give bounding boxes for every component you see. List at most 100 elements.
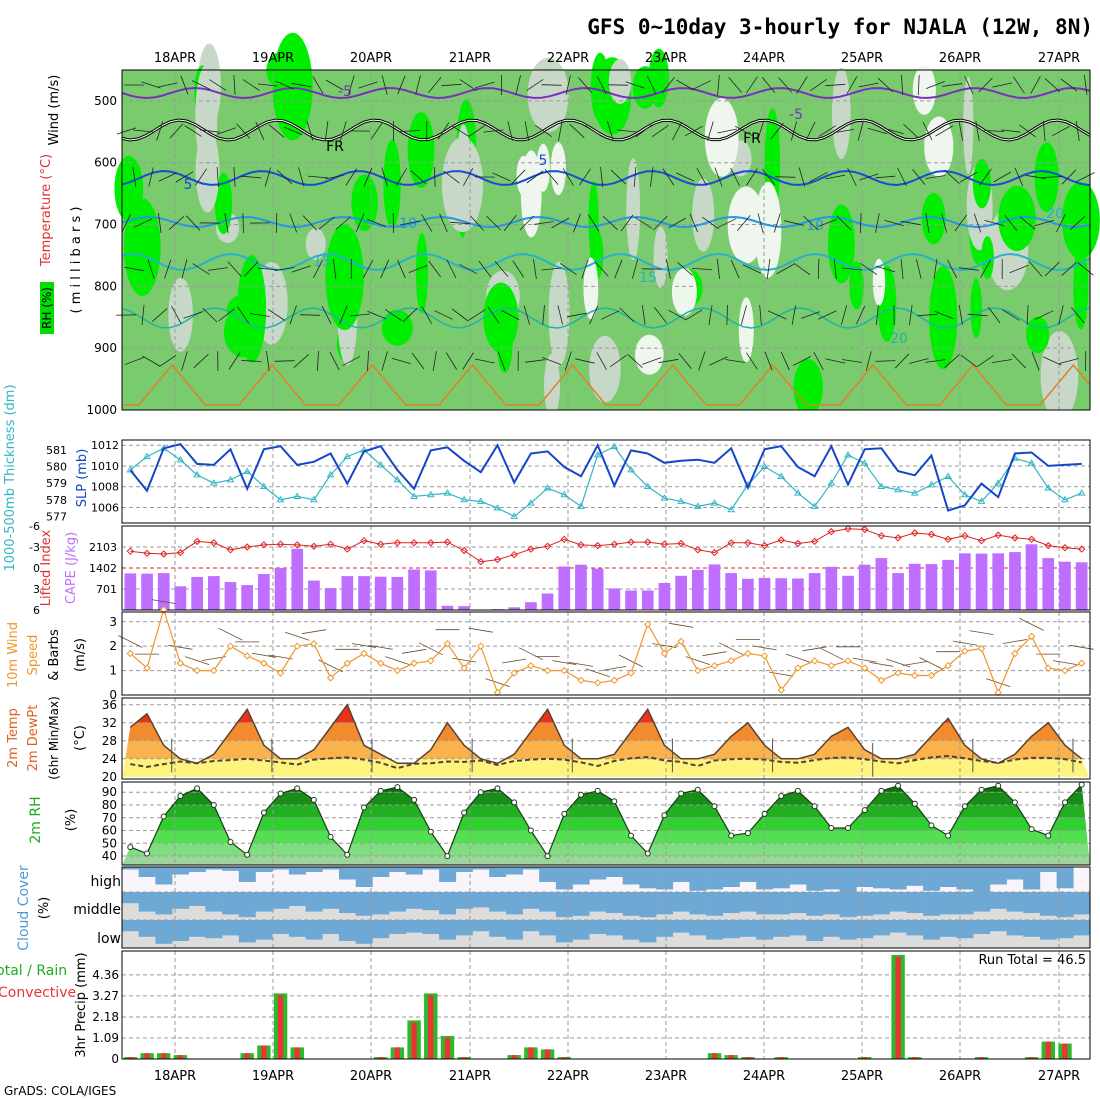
wind-barb <box>647 75 657 95</box>
wind-barb <box>191 80 211 90</box>
wind-barb <box>1075 121 1080 141</box>
temp-band <box>122 704 1090 723</box>
wind-barb <box>148 167 154 187</box>
wind-barb-10m <box>251 652 276 658</box>
wind-barb <box>746 168 758 186</box>
cloud-bar <box>188 892 206 906</box>
precip-tick-label: 0 <box>111 1052 119 1066</box>
wind-barb <box>894 353 910 369</box>
cloud-bar <box>439 867 457 882</box>
wind-barb <box>778 77 793 93</box>
cloud-bar <box>555 920 573 943</box>
cloud-bar <box>1023 920 1041 937</box>
wind10m-point <box>660 649 669 658</box>
wind-barb <box>594 261 609 277</box>
precip-conv-bar <box>378 1057 384 1059</box>
wind-barb-10m <box>1019 618 1044 631</box>
li-point <box>760 541 769 550</box>
wind-barb <box>533 221 554 225</box>
thickness-point <box>760 462 769 470</box>
wind-barb <box>1044 78 1060 92</box>
wind-barb <box>585 125 603 137</box>
precip-conv-bar <box>411 1022 417 1059</box>
wind-barb-10m <box>652 643 677 648</box>
cloud-bar <box>923 920 941 940</box>
cloud-bar <box>956 892 974 915</box>
li-point <box>577 541 585 549</box>
cloud-bar <box>322 920 340 934</box>
surface-isotherm <box>122 363 1091 406</box>
rh-band <box>122 804 1090 818</box>
wind-barb <box>237 306 250 324</box>
bottom-date-label: 26APR <box>939 1069 981 1084</box>
wind-barb <box>324 121 329 141</box>
li-point <box>877 532 886 540</box>
li-point <box>310 542 318 551</box>
rh2m-point <box>828 825 835 831</box>
cloud-bar <box>789 920 807 936</box>
wind-barb <box>847 167 857 187</box>
thickness-point <box>727 505 736 513</box>
cloud-bar <box>739 867 757 882</box>
wind-barb <box>184 125 202 137</box>
rh2m-point <box>961 803 968 810</box>
thickness-point <box>343 452 352 460</box>
rh2m-panel <box>122 781 1090 865</box>
wind-barb <box>362 260 374 278</box>
wind-barb <box>1058 305 1064 325</box>
wind-barb <box>818 310 837 320</box>
cloud-bar <box>789 892 807 913</box>
wind-barb <box>678 352 692 370</box>
li-point <box>610 540 619 548</box>
cape-bar <box>458 606 470 610</box>
cloud-bar <box>572 892 590 916</box>
cloud-bar <box>606 920 623 936</box>
cloud-bar <box>806 920 824 941</box>
wind10m-point <box>527 661 535 670</box>
bottom-date-label: 20APR <box>350 1069 392 1084</box>
cloud-bar <box>1006 892 1024 912</box>
wind-barb <box>993 171 1012 183</box>
li-point <box>427 539 435 547</box>
thickness-point <box>493 504 502 511</box>
cape-bar <box>241 585 253 610</box>
wind-barb <box>186 215 201 231</box>
wind10m-tick-label: 1 <box>109 664 117 678</box>
wind10m-point <box>293 642 301 650</box>
wind10m-point <box>143 664 151 672</box>
wind10m-unit-label: (m/s) <box>73 638 88 672</box>
wind-barb-10m <box>518 647 544 661</box>
cloud-bar <box>238 892 256 918</box>
wind-barb <box>665 259 671 279</box>
wind-barb <box>875 360 896 362</box>
rh-blob-dry <box>635 334 664 375</box>
cape-bar <box>374 576 387 610</box>
wind-barb-10m <box>819 647 844 661</box>
wind10m-point <box>860 664 869 672</box>
wind-barb <box>451 125 469 137</box>
precip-conv-bar <box>127 1057 133 1059</box>
cloud-bar <box>989 920 1007 932</box>
wind-barb <box>834 129 854 133</box>
wind-barb <box>244 261 259 277</box>
wind-barb <box>642 357 662 365</box>
wind-barb-10m <box>402 648 427 654</box>
wind-barb <box>169 123 184 139</box>
wind-barb <box>1004 214 1018 232</box>
wind-barb <box>443 170 460 184</box>
wind-axis-label: Wind (m/s) <box>47 75 62 146</box>
rh2m-point <box>661 812 668 819</box>
li-point <box>860 525 869 534</box>
rh-blob-dry <box>583 257 599 320</box>
wind-barb <box>757 121 764 141</box>
rh-blob <box>351 174 378 231</box>
rh-blob <box>653 226 668 288</box>
run-total-label: Run Total = 46.5 <box>978 953 1086 968</box>
wind10m-point <box>627 669 635 677</box>
cloud-bar <box>823 892 840 915</box>
precip-tick-label: 2.18 <box>92 1010 119 1024</box>
wind-barb <box>478 260 492 278</box>
wind-barb-10m <box>368 644 393 650</box>
wind-barb <box>551 217 570 229</box>
slp-tick-label: 1012 <box>91 439 119 452</box>
